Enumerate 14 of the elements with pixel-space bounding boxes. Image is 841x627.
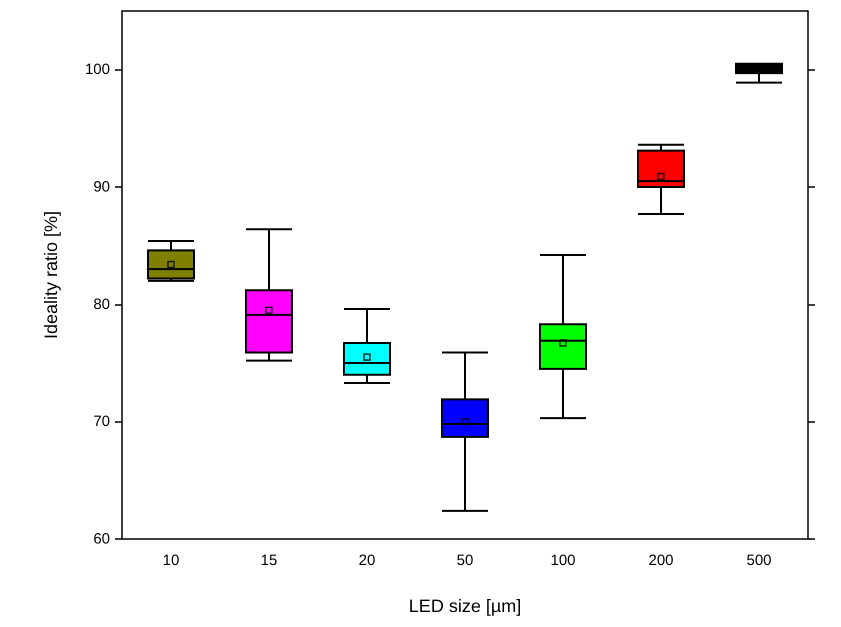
x-tick-label: 10 [162,552,180,569]
y-tick-label: 80 [93,296,110,313]
x-tick-label: 50 [456,552,474,569]
y-tick-label: 70 [93,413,110,430]
x-tick-label: 200 [648,552,674,569]
y-tick-label: 90 [93,178,110,196]
y-tick-label: 100 [84,61,110,78]
y-axis-title: Ideality ratio [%] [41,210,61,340]
x-axis-title: LED size [µm] [408,596,522,616]
x-tick-label: 500 [746,552,772,569]
x-tick-label: 20 [358,552,376,569]
x-tick-label: 100 [550,552,576,569]
x-tick-label: 15 [260,552,278,569]
y-tick-label: 60 [93,530,110,548]
